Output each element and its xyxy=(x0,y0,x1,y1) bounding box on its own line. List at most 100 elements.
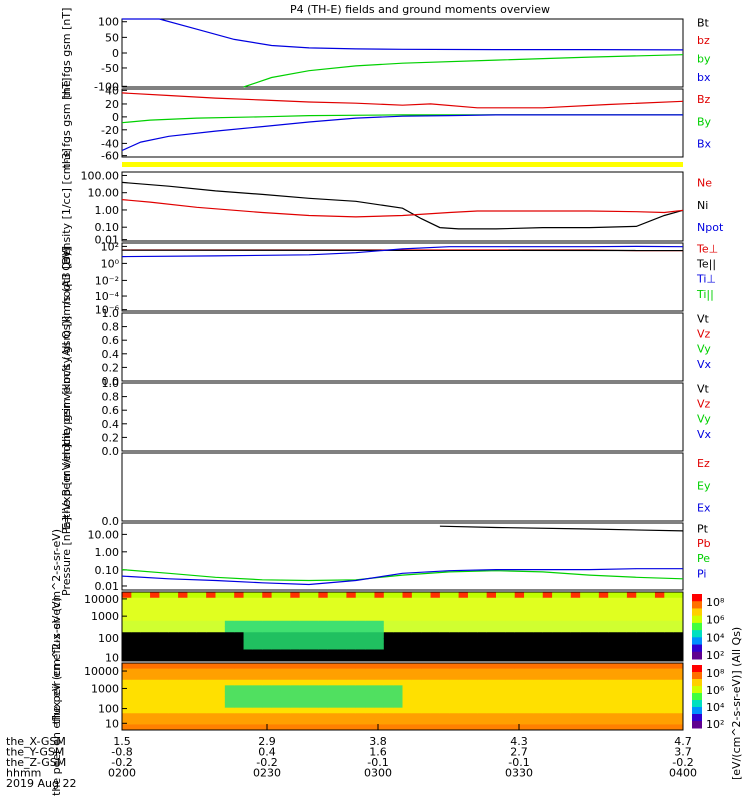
heatmap-cell xyxy=(280,724,291,731)
heatmap-cell xyxy=(271,620,282,627)
heatmap-cell xyxy=(608,615,619,622)
heatmap-cell xyxy=(626,592,637,599)
heatmap-cell xyxy=(383,679,394,686)
heatmap-cell xyxy=(309,702,319,709)
heatmap-cell xyxy=(449,713,460,720)
heatmap-cell xyxy=(224,707,235,714)
heatmap-cell xyxy=(598,685,609,692)
heatmap-cell xyxy=(140,668,151,675)
heatmap-cell xyxy=(533,592,544,599)
heatmap-cell xyxy=(299,597,310,604)
heatmap-cell xyxy=(533,626,544,633)
legend-entry: by xyxy=(697,52,711,65)
heatmap-cell xyxy=(309,615,319,622)
heatmap-cell xyxy=(486,674,497,681)
heatmap-cell xyxy=(140,724,151,731)
heatmap-cell xyxy=(645,626,656,633)
heatmap-cell xyxy=(421,674,432,681)
heatmap-cell xyxy=(234,597,245,604)
heatmap-cell xyxy=(533,685,544,692)
heatmap-cell xyxy=(215,702,226,709)
heatmap-cell xyxy=(327,649,338,656)
heatmap-cell xyxy=(318,690,329,697)
heatmap-cell xyxy=(168,718,179,725)
heatmap-cell xyxy=(215,707,226,714)
heatmap-cell xyxy=(168,696,179,703)
heatmap-cell xyxy=(626,638,637,645)
heatmap-cell xyxy=(318,597,329,604)
heatmap-cell xyxy=(262,597,273,604)
heatmap-cell xyxy=(533,603,544,610)
heatmap-cell xyxy=(178,713,188,720)
heatmap-cell xyxy=(178,690,188,697)
heatmap-cell xyxy=(514,649,525,656)
heatmap-cell xyxy=(542,668,553,675)
heatmap-cell xyxy=(580,603,590,610)
heatmap-cell xyxy=(318,603,329,610)
heatmap-cell xyxy=(673,707,684,714)
heatmap-cell xyxy=(131,643,142,650)
heatmap-cell xyxy=(608,620,619,627)
heatmap-cell xyxy=(514,655,525,662)
heatmap-cell xyxy=(337,597,347,604)
heatmap-cell xyxy=(542,674,553,681)
legend-entry: bx xyxy=(697,71,711,84)
heatmap-cell xyxy=(215,626,226,633)
heatmap-cell xyxy=(290,620,301,627)
heatmap-cell xyxy=(178,632,188,639)
heatmap-cell xyxy=(318,643,329,650)
heatmap-cell xyxy=(421,685,432,692)
heatmap-cell xyxy=(449,702,460,709)
heatmap-cell xyxy=(215,649,226,656)
heatmap-cell xyxy=(252,707,263,714)
heatmap-cell xyxy=(552,592,562,599)
heatmap-cell xyxy=(505,643,516,650)
heatmap-cell xyxy=(262,615,273,622)
heatmap-cell xyxy=(636,609,647,616)
heatmap-cell xyxy=(654,609,665,616)
legend-entry: Vx xyxy=(697,428,712,441)
heatmap-cell xyxy=(365,663,375,670)
heatmap-cell xyxy=(411,609,422,616)
heatmap-cell xyxy=(533,643,544,650)
heatmap-cell xyxy=(187,615,198,622)
heatmap-cell xyxy=(131,663,142,670)
heatmap-cell xyxy=(458,668,469,675)
heatmap-cell xyxy=(299,638,310,645)
heatmap-cell xyxy=(673,592,684,599)
heatmap-cell xyxy=(645,620,656,627)
heatmap-cell xyxy=(252,592,263,599)
heatmap-cell xyxy=(561,632,572,639)
figure-title: P4 (TH-E) fields and ground moments over… xyxy=(290,3,550,16)
heatmap-cell xyxy=(346,643,357,650)
heatmap-cell xyxy=(346,615,357,622)
heatmap-cell xyxy=(645,638,656,645)
heatmap-cell xyxy=(159,702,170,709)
heatmap-cell xyxy=(561,718,572,725)
heatmap-cell xyxy=(234,592,245,599)
heatmap-cell xyxy=(617,655,628,662)
heatmap-cell xyxy=(449,663,460,670)
heatmap-cell xyxy=(140,696,151,703)
heatmap-cell xyxy=(561,649,572,656)
heatmap-cell xyxy=(243,713,254,720)
heatmap-cell xyxy=(524,632,534,639)
heatmap-cell xyxy=(122,643,132,650)
series-line-by xyxy=(243,54,684,88)
heatmap-cell xyxy=(243,649,254,656)
heatmap-cell xyxy=(122,603,132,610)
heatmap-cell xyxy=(168,707,179,714)
heatmap-cell xyxy=(598,713,609,720)
footer-value: 0300 xyxy=(364,767,392,780)
heatmap-cell xyxy=(589,679,600,686)
heatmap-cell xyxy=(271,690,282,697)
heatmap-cell xyxy=(458,597,469,604)
heatmap-cell xyxy=(131,609,142,616)
heatmap-cell xyxy=(439,655,450,662)
series-line-Ti⊥ xyxy=(121,245,684,258)
heatmap-cell xyxy=(309,713,319,720)
heatmap-cell xyxy=(589,674,600,681)
heatmap-cell xyxy=(271,668,282,675)
heatmap-cell xyxy=(486,685,497,692)
heatmap-cell xyxy=(280,597,291,604)
